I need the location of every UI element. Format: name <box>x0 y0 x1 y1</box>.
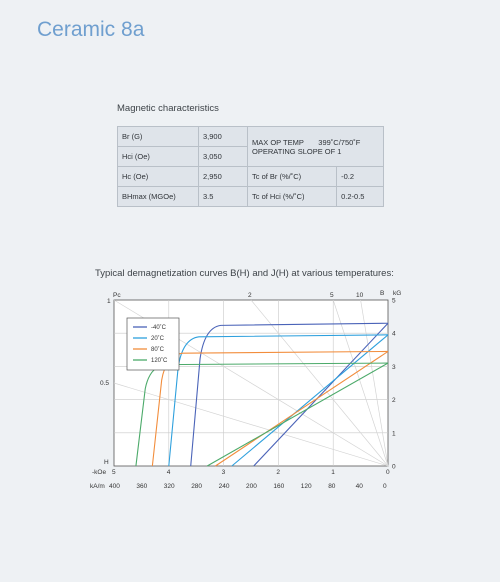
y-tick-label: 5 <box>392 298 396 305</box>
operating-slope: OPERATING SLOPE OF 1 <box>252 146 342 156</box>
y-tick-label: 2 <box>392 397 396 404</box>
x-tick-kam-label: 280 <box>191 483 202 490</box>
table-row: BHmax (MGOe) 3.5 Tc of Hci (%/˚C) 0.2-0.… <box>117 186 384 207</box>
x-tick-koe-label: 0 <box>386 469 390 476</box>
tc-hci-value: 0.2-0.5 <box>336 186 384 207</box>
x-tick-kam-label: 320 <box>164 483 175 490</box>
series-lines <box>135 322 389 467</box>
pc-tick-2: 2 <box>248 292 252 299</box>
b-curve-1 <box>231 334 389 467</box>
b-curve-2 <box>215 351 389 467</box>
x-tick-kam-label: 240 <box>219 483 230 490</box>
kg-axis-label: kG <box>393 290 401 297</box>
x-tick-kam-label: 160 <box>273 483 284 490</box>
j-curve-0 <box>190 322 389 467</box>
x-tick-kam-label: 360 <box>136 483 147 490</box>
x-tick-koe-label: 4 <box>167 469 171 476</box>
x-tick-koe-label: 3 <box>222 469 226 476</box>
x-tick-kam-label: 200 <box>246 483 257 490</box>
table-row: Hci (Oe) 3,050 <box>117 146 384 167</box>
max-op-temp-value: 399˚C/750˚F <box>318 137 361 147</box>
y-tick-label: 0 <box>392 464 396 471</box>
max-op-temp-label: MAX OP TEMP <box>252 137 304 147</box>
left-label-h: H <box>104 459 109 466</box>
pc-tick-5: 5 <box>330 292 334 299</box>
x-axis-kam-label: kA/m <box>90 483 105 490</box>
legend: -40˚C 20˚C 80˚C 120˚C <box>133 324 168 364</box>
b-curve-3 <box>206 362 389 467</box>
legend-entry: -40˚C <box>151 324 167 331</box>
pc-line <box>250 299 389 467</box>
tc-hci-label: Tc of Hci (%/˚C) <box>246 186 338 207</box>
page-title: Ceramic 8a <box>37 18 145 41</box>
x-tick-koe-label: 2 <box>276 469 280 476</box>
magnetic-characteristics-heading: Magnetic characteristics <box>117 103 219 114</box>
x-tick-kam-label: 0 <box>383 483 387 490</box>
left-label-mid: 0.5 <box>100 380 109 387</box>
b-axis-label: B <box>380 290 384 297</box>
pc-tick-10: 10 <box>356 292 364 299</box>
x-tick-kam-label: 40 <box>356 483 364 490</box>
x-tick-kam-label: 120 <box>301 483 312 490</box>
legend-entry: 80˚C <box>151 346 165 353</box>
x-tick-kam-label: 80 <box>328 483 336 490</box>
curves-heading: Typical demagnetization curves B(H) and … <box>95 268 394 279</box>
y-tick-label: 3 <box>392 364 396 371</box>
x-axis-koe-label: -kOe <box>92 469 106 476</box>
left-label-top: 1 <box>107 298 111 305</box>
legend-entry: 20˚C <box>151 335 165 342</box>
b-curve-0 <box>253 322 389 467</box>
magnetic-characteristics-table: Br (G) 3,900 MAX OP TEMP 399˚C/750˚F OPE… <box>117 126 384 207</box>
legend-entry: 120˚C <box>151 357 168 364</box>
x-tick-koe-label: 5 <box>112 469 116 476</box>
pc-label: Pc <box>113 292 121 299</box>
y-tick-label: 4 <box>392 331 396 338</box>
x-tick-kam-label: 400 <box>109 483 120 490</box>
y-tick-label: 1 <box>392 430 396 437</box>
pc-line <box>332 299 389 467</box>
pc-line <box>360 299 389 467</box>
x-tick-koe-label: 1 <box>331 469 335 476</box>
